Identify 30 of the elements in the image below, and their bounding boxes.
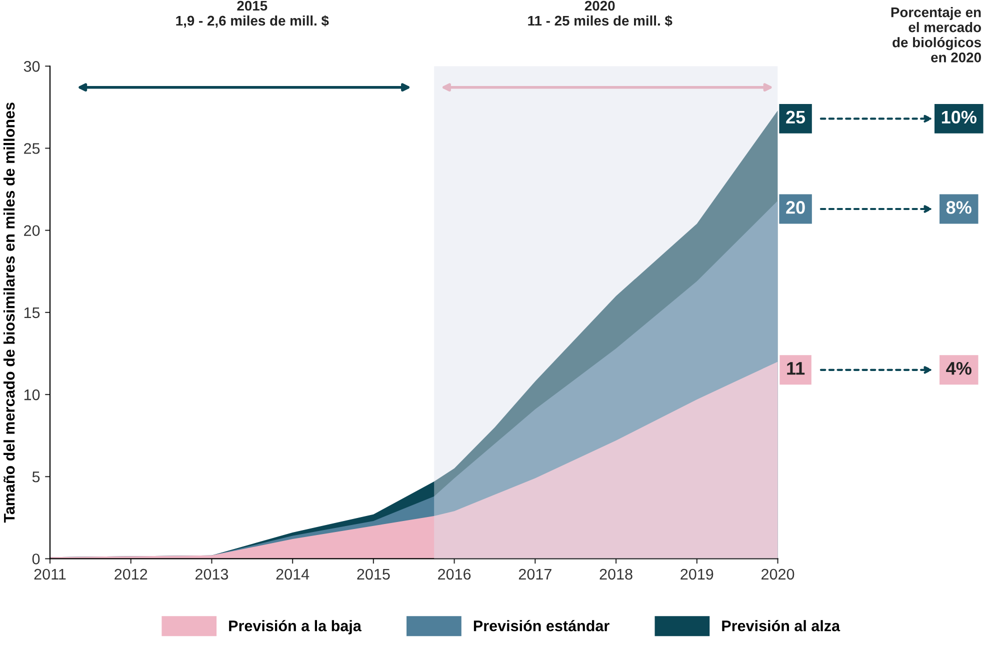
y-tick-label: 10 <box>24 389 40 400</box>
x-tick-label: 2018 <box>600 568 632 580</box>
y-tick-label: 0 <box>32 554 40 564</box>
y-tick-label: 15 <box>24 307 40 318</box>
x-tick-label: 2014 <box>276 568 310 580</box>
text: 11 <box>787 362 805 375</box>
legend-label: Previsión estándar <box>474 620 610 632</box>
x-tick-label: 2011 <box>34 568 66 580</box>
x-tick-label: 2020 <box>762 568 794 580</box>
y-tick-label: 5 <box>32 472 40 482</box>
text: 2020 11 - 25 miles de mill. $ <box>528 0 672 27</box>
text: 25 <box>786 110 806 124</box>
y-tick-label: 30 <box>24 61 40 72</box>
text: Porcentaje en el mercado de biológicos en 2020 <box>891 7 981 62</box>
x-tick-label: 2016 <box>438 568 471 580</box>
x-tick-label: 2017 <box>518 568 552 580</box>
text: 10% <box>942 110 976 124</box>
x-tick-label: 2013 <box>195 568 228 580</box>
y-tick-label: 20 <box>24 225 40 236</box>
y-tick-label: 25 <box>24 143 40 154</box>
text: 20 <box>786 201 805 214</box>
x-tick-label: 2015 <box>357 568 390 580</box>
text: 4% <box>946 362 972 375</box>
y-axis-title: Tamaño del mercado de biosimilares en miles de millones <box>3 102 15 523</box>
legend-label: Previsión a la baja <box>229 620 362 634</box>
text: 2015 1,9 - 2,6 miles de mill. $ <box>176 0 329 28</box>
text: 8% <box>946 201 972 214</box>
legend-label: Previsión al alza <box>722 620 840 632</box>
x-tick-label: 2012 <box>114 568 148 580</box>
x-tick-label: 2019 <box>680 568 714 580</box>
